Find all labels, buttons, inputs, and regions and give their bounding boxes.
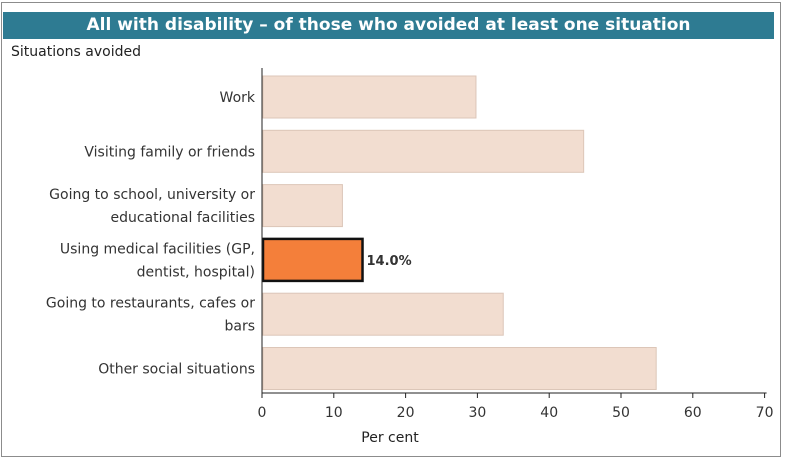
x-tick-label: 10 xyxy=(325,405,343,421)
chart-title: All with disability – of those who avoid… xyxy=(3,12,774,39)
bar xyxy=(262,347,657,390)
x-tick-label: 0 xyxy=(258,405,267,421)
category-label: Going to restaurants, cafes or xyxy=(46,296,255,312)
data-label: 14.0% xyxy=(367,254,412,269)
x-tick-label: 60 xyxy=(684,405,702,421)
x-tick-label: 30 xyxy=(468,405,486,421)
x-axis-title: Per cent xyxy=(361,430,419,446)
y-axis-title: Situations avoided xyxy=(11,44,141,60)
bar xyxy=(262,75,477,119)
bar xyxy=(262,292,504,336)
bar xyxy=(262,129,585,173)
x-tick-label: 70 xyxy=(756,405,774,421)
bar xyxy=(261,237,364,283)
category-label: Work xyxy=(220,90,256,106)
category-label: Visiting family or friends xyxy=(84,144,255,160)
category-label: bars xyxy=(224,319,255,335)
category-label: Other social situations xyxy=(98,362,255,378)
category-label: educational facilities xyxy=(110,210,255,226)
x-tick-label: 40 xyxy=(540,405,558,421)
category-label: Using medical facilities (GP, xyxy=(60,241,255,257)
x-tick-label: 20 xyxy=(397,405,415,421)
x-tick-label: 50 xyxy=(612,405,630,421)
bar xyxy=(262,184,343,228)
category-label: Going to school, university or xyxy=(49,187,255,203)
category-label: dentist, hospital) xyxy=(137,264,255,280)
